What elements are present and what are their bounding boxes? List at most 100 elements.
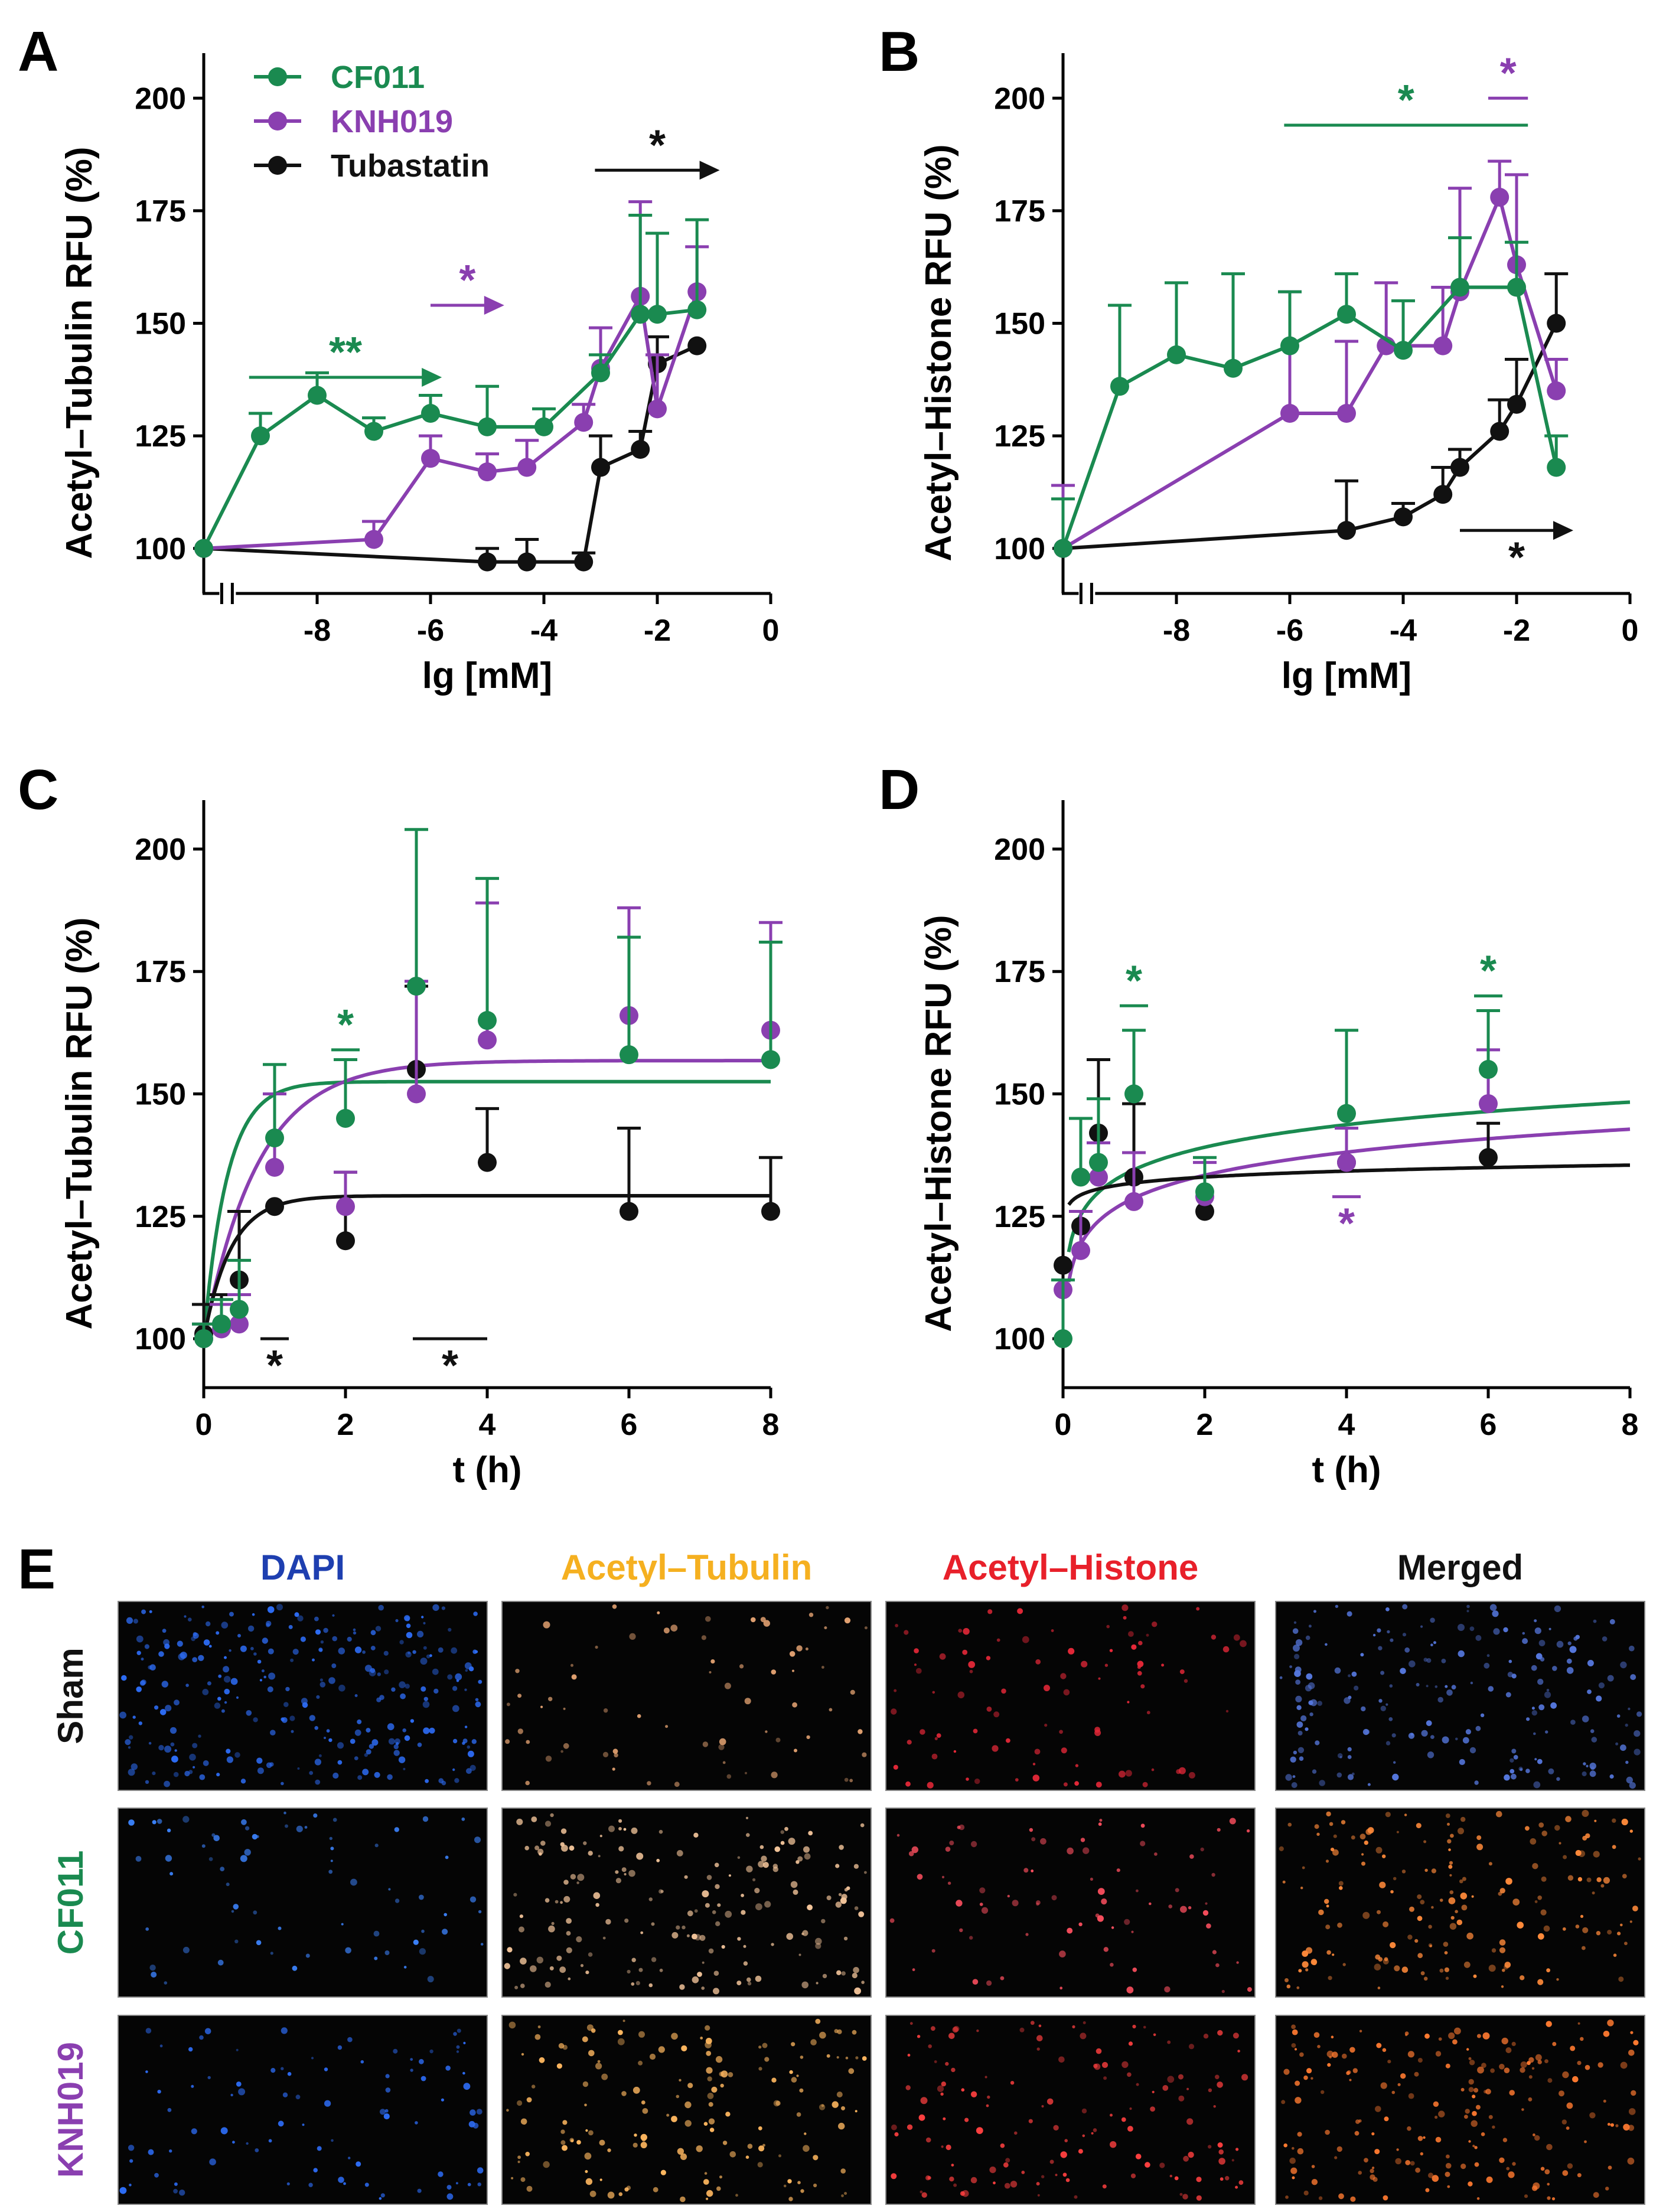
cell — [318, 1754, 322, 1757]
cell — [651, 1922, 655, 1926]
microscopy-image — [118, 1808, 488, 1998]
cell — [525, 2152, 530, 2156]
data-point — [620, 1202, 638, 1221]
x-tick-label: -8 — [304, 614, 331, 648]
cell — [569, 2138, 574, 2142]
y-tick-label: 200 — [135, 833, 186, 867]
cell — [241, 1819, 247, 1825]
cell — [1447, 1822, 1450, 1826]
x-tick-label: 4 — [1338, 1408, 1355, 1442]
legend-swatch-marker — [268, 67, 287, 86]
cell — [986, 1707, 992, 1712]
cell — [841, 2194, 844, 2197]
cell — [1123, 1616, 1127, 1620]
cell — [391, 1687, 396, 1692]
microscopy-column-header: DAPI — [260, 1548, 345, 1587]
cell — [1007, 1894, 1010, 1898]
cell — [1538, 1704, 1545, 1711]
x-tick-label: 0 — [1055, 1408, 1072, 1442]
cell — [362, 1769, 369, 1776]
cell — [893, 1764, 898, 1770]
cell — [377, 1672, 381, 1676]
y-tick-label: 125 — [135, 419, 186, 454]
cell — [148, 2149, 154, 2155]
series-line — [1062, 322, 1558, 550]
cell — [1462, 1877, 1466, 1881]
cell — [1169, 2174, 1173, 2178]
cell — [1094, 1727, 1101, 1733]
cell — [404, 1735, 410, 1741]
cell — [1439, 1898, 1443, 1902]
cell — [1059, 1730, 1063, 1734]
cell — [517, 2100, 523, 2106]
cell — [267, 1686, 273, 1692]
cell — [506, 1702, 510, 1707]
cell — [1006, 1738, 1010, 1743]
y-axis-label: Acetyl–Histone RFU (%) — [918, 915, 959, 1332]
cell — [934, 1737, 938, 1740]
cell — [1332, 1849, 1339, 1856]
cell — [1428, 1943, 1433, 1947]
cell — [987, 1609, 993, 1614]
cell — [1596, 1695, 1602, 1702]
cell — [1154, 1852, 1158, 1856]
cell — [1593, 1851, 1600, 1858]
cell — [233, 1904, 239, 1910]
cell — [1078, 1922, 1083, 1926]
cell — [332, 1614, 335, 1617]
cell — [1286, 1984, 1291, 1989]
cell — [403, 1767, 406, 1770]
cell — [986, 1980, 992, 1986]
y-tick-label: 150 — [135, 1078, 186, 1112]
cell — [706, 2067, 713, 2074]
legend-item: Tubastatin — [254, 148, 490, 184]
cell — [909, 2022, 913, 2025]
cell — [188, 2047, 193, 2052]
cell — [743, 1961, 748, 1966]
cell — [956, 1900, 963, 1907]
cell — [802, 1930, 808, 1936]
cell — [399, 1640, 404, 1645]
cell — [508, 2021, 516, 2029]
cell — [1159, 2162, 1165, 2168]
cell — [1137, 1665, 1141, 1669]
cell — [226, 1883, 230, 1887]
cell — [1358, 2119, 1362, 2123]
cell — [209, 2158, 216, 2165]
cell — [1188, 1906, 1192, 1910]
cell — [470, 1896, 477, 1903]
cell — [1393, 1761, 1396, 1764]
microscopy-image — [118, 1601, 488, 1791]
cell — [1208, 2088, 1212, 2092]
cell — [746, 1865, 753, 1872]
cell — [682, 1925, 686, 1930]
cell — [1537, 1933, 1544, 1940]
cell — [1439, 1968, 1444, 1973]
cell — [1305, 1635, 1310, 1640]
cell — [1347, 1755, 1352, 1759]
cell — [713, 1988, 719, 1995]
cell — [1175, 1888, 1179, 1893]
cell — [1488, 1686, 1494, 1692]
cell — [1059, 1950, 1066, 1957]
data-point — [687, 300, 707, 319]
cell — [624, 1872, 627, 1876]
cell — [618, 2030, 623, 2035]
cell — [1499, 1947, 1506, 1953]
cell — [968, 1661, 976, 1668]
cell — [1449, 1923, 1457, 1930]
cell — [1349, 2079, 1352, 2082]
cell — [1028, 2119, 1033, 2123]
cell — [1292, 2146, 1295, 2150]
cell — [1430, 1643, 1433, 1646]
cell — [429, 1727, 435, 1734]
cell — [1567, 1641, 1572, 1646]
cell — [891, 2124, 897, 2131]
cell — [438, 1778, 444, 1784]
cell — [1451, 1685, 1456, 1690]
cell — [815, 1937, 822, 1945]
cell — [720, 2070, 728, 2078]
data-point — [1124, 1084, 1143, 1104]
cell — [1482, 2032, 1490, 2040]
cell — [472, 1649, 477, 1654]
